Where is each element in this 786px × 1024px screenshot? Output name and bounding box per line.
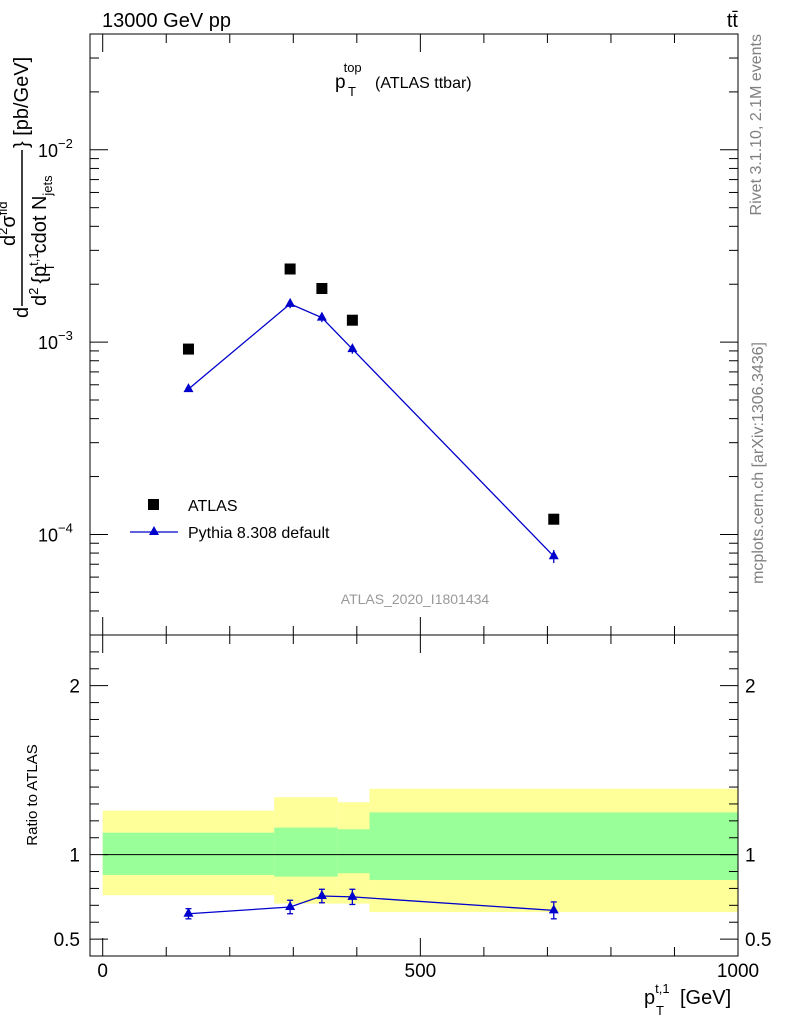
pythia-point bbox=[347, 343, 358, 353]
ratio-panel: 0.5 0.5 1 1 2 2 0 500 1000 Ratio to ATLAS pt,1 T [… bbox=[24, 634, 771, 1018]
ytick-base: 10 bbox=[38, 333, 58, 353]
ratio-ytick-label-left: 1 bbox=[69, 846, 80, 867]
main-title: ptop T (ATLAS ttbar) bbox=[335, 60, 472, 99]
ytick-exp: −4 bbox=[58, 520, 73, 535]
legend-pythia-label: Pythia 8.308 default bbox=[188, 525, 330, 542]
main-ytick-label: 10−2 bbox=[38, 136, 73, 161]
xlabel-base: p bbox=[644, 987, 655, 1009]
main-frame bbox=[89, 33, 739, 636]
ylabel-cdot: cdot N bbox=[29, 196, 51, 254]
atlas-point bbox=[548, 513, 560, 525]
atlas-point bbox=[284, 263, 296, 275]
main-ytick-label: 10−4 bbox=[38, 520, 73, 545]
ylabel-denominator: d2 {pt,1Tcdot Njets bbox=[26, 175, 57, 306]
ylabel-sigma: σ bbox=[0, 215, 20, 228]
xlabel-sub: T bbox=[656, 1003, 664, 1018]
ratio-ylabel: Ratio to ATLAS bbox=[24, 744, 41, 845]
ratio-band-inner bbox=[274, 827, 338, 877]
ratio-band-inner bbox=[369, 812, 738, 880]
ylabel-p-sub: T bbox=[42, 263, 57, 271]
legend-pythia-marker bbox=[149, 526, 159, 535]
ratio-band-inner bbox=[337, 829, 370, 874]
ylabel-numerator: d2σfid bbox=[0, 202, 20, 246]
ratio-xtick-label: 500 bbox=[405, 961, 437, 982]
ytick-base: 10 bbox=[38, 525, 58, 545]
title-base: p bbox=[335, 72, 346, 93]
ratio-xlabel: pt,1 T [GeV] bbox=[644, 981, 731, 1018]
title-rest: (ATLAS ttbar) bbox=[375, 75, 472, 92]
ylabel-den-d: d bbox=[29, 295, 51, 306]
ratio-pythia-point bbox=[285, 901, 296, 911]
legend-atlas-marker bbox=[148, 499, 159, 510]
title-sub: T bbox=[348, 84, 356, 99]
ylabel-sigma-sup: fid bbox=[0, 202, 10, 216]
ratio-frame bbox=[89, 634, 739, 957]
ratio-ytick-label-right: 2 bbox=[745, 677, 756, 698]
ratio-ytick-label-right: 1 bbox=[745, 846, 756, 867]
main-ylabel: d d2σfid d2{pt,1Tcdot Njets } [pb/GeV] bbox=[0, 57, 57, 318]
ytick-exp: −2 bbox=[58, 136, 73, 151]
ratio-pythia-point bbox=[548, 904, 559, 914]
main-ytick-label: 10−3 bbox=[38, 328, 73, 353]
ratio-band-inner bbox=[102, 832, 275, 875]
source-label: mcplots.cern.ch [arXiv:1306.3436] bbox=[750, 342, 767, 584]
ylabel-d1: d bbox=[11, 307, 33, 318]
pythia-point bbox=[316, 311, 327, 321]
pythia-point bbox=[285, 297, 296, 307]
xlabel-rest: [GeV] bbox=[680, 987, 731, 1009]
atlas-point bbox=[182, 343, 194, 355]
ratio-pythia-point bbox=[316, 890, 327, 900]
ylabel-den-sup: 2 bbox=[26, 288, 41, 295]
ylabel-n-sub: jets bbox=[40, 175, 55, 197]
ratio-marks bbox=[102, 788, 738, 920]
ratio-xtick-label: 1000 bbox=[717, 961, 759, 982]
main-panel: 10−410−310−2 ptop T (ATLAS ttbar) ATLAS_20… bbox=[0, 33, 739, 636]
header-right: tt̄ bbox=[727, 10, 739, 32]
ratio-ytick-label-right: 0.5 bbox=[745, 930, 771, 951]
header-left: 13000 GeV pp bbox=[102, 10, 231, 32]
ylabel-units: } [pb/GeV] bbox=[11, 57, 33, 148]
ytick-exp: −3 bbox=[58, 328, 73, 343]
pythia-line bbox=[188, 303, 555, 557]
ylabel-p-sup: t,1 bbox=[26, 251, 41, 265]
xlabel-sup: t,1 bbox=[655, 981, 669, 996]
main-ticks: 10−410−310−2 bbox=[38, 33, 739, 636]
atlas-point bbox=[346, 314, 358, 326]
ratio-ytick-label-left: 0.5 bbox=[54, 930, 80, 951]
main-marks bbox=[182, 263, 560, 564]
ratio-ytick-label-left: 2 bbox=[69, 677, 80, 698]
ratio-xtick-label: 0 bbox=[97, 961, 108, 982]
pythia-point bbox=[548, 550, 559, 560]
rivet-label: Rivet 3.1.10, 2.1M events bbox=[748, 34, 765, 215]
ylabel-brace: {p bbox=[29, 266, 51, 284]
ratio-ticks: 0.5 0.5 1 1 2 2 0 500 1000 bbox=[54, 635, 771, 982]
title-sup: top bbox=[344, 60, 362, 75]
ylabel-num-d: d bbox=[0, 235, 20, 246]
watermark: ATLAS_2020_I1801434 bbox=[341, 591, 490, 607]
pythia-point bbox=[183, 383, 194, 393]
legend: ATLAS Pythia 8.308 default bbox=[130, 498, 330, 542]
ratio-pythia-point bbox=[347, 890, 358, 900]
ratio-pythia-point bbox=[183, 907, 194, 917]
ytick-base: 10 bbox=[38, 141, 58, 161]
atlas-point bbox=[316, 283, 328, 295]
legend-atlas-label: ATLAS bbox=[188, 498, 238, 515]
ylabel-num-sup: 2 bbox=[0, 228, 10, 235]
